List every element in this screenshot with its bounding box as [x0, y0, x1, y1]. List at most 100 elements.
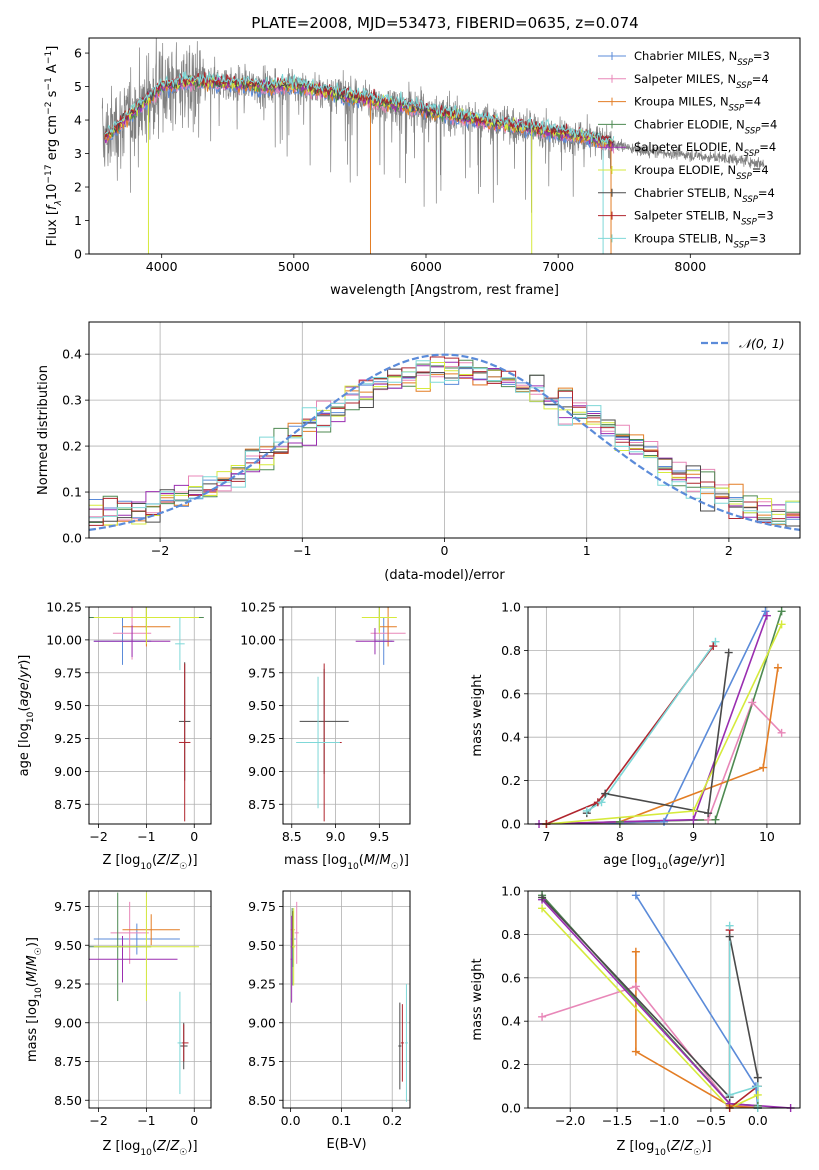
- plot-area-weight-vs-z: [541, 894, 791, 1108]
- x-tick-label: 0: [190, 829, 198, 844]
- y-axis-label: mass weight: [470, 674, 485, 756]
- series-marker: [631, 982, 640, 991]
- axes-frame-age-vs-z: [88, 606, 212, 825]
- x-tick-label: −0.5: [696, 1113, 726, 1128]
- series-marker: [709, 642, 718, 651]
- y-tick-label: 9.00: [54, 764, 82, 779]
- series-marker: [631, 947, 640, 956]
- x-tick-label: 0.0: [281, 1113, 301, 1128]
- ticks-residuals: −2 −1 0 1 2 0.0 0.1 0.2 0.3 0.4: [62, 347, 733, 558]
- x-tick-label: 9.0: [326, 829, 346, 844]
- y-tick-label: 9.00: [248, 764, 276, 779]
- axes-mass-vs-z: [89, 891, 211, 1108]
- legend-label: Kroupa STELIB, NSSP=3: [634, 231, 766, 250]
- y-tick-label: 0.6: [501, 970, 521, 985]
- y-tick-label: 9.25: [54, 977, 82, 992]
- x-tick-label: 4000: [146, 259, 178, 274]
- y-tick-label: 8.50: [248, 1093, 276, 1108]
- axes-spectrum: [101, 38, 765, 254]
- y-tick-label: 9.75: [54, 665, 82, 680]
- y-axis-label: Flux [fλ10−17 erg cm−2 s−1 A−1]: [44, 46, 64, 247]
- legend-label: Kroupa ELODIE, NSSP=4: [634, 163, 769, 182]
- series-line: [546, 667, 779, 824]
- series-marker: [538, 893, 547, 902]
- series-marker: [761, 607, 770, 616]
- legend-label: Chabrier STELIB, NSSP=4: [634, 186, 775, 205]
- plot-area-spectrum: [101, 38, 765, 254]
- series-marker: [777, 620, 786, 629]
- legend-label: Salpeter ELODIE, NSSP=4: [634, 140, 776, 159]
- y-tick-label: 10.25: [46, 600, 82, 615]
- axes-age-vs-mass: [283, 606, 410, 824]
- x-tick-label: 0: [190, 1113, 198, 1128]
- figure-title: PLATE=2008, MJD=53473, FIBERID=0635, z=0…: [251, 14, 638, 32]
- series-marker: [689, 806, 698, 815]
- series-line: [546, 645, 714, 824]
- series-marker: [759, 763, 768, 772]
- y-axis-label: mass weight: [470, 958, 485, 1040]
- y-tick-label: 1.0: [501, 600, 521, 615]
- series-marker: [748, 698, 757, 707]
- axes-mass-vs-ebv: [283, 891, 410, 1108]
- axes-frame-age-vs-mass: [282, 606, 411, 825]
- series-marker: [631, 891, 640, 900]
- y-tick-label: 8.75: [248, 1054, 276, 1069]
- series-marker: [601, 789, 610, 798]
- x-tick-label: −2: [89, 1113, 107, 1128]
- axes-frame-mass-vs-ebv: [282, 890, 411, 1109]
- axes-frame-weight-vs-z: [527, 890, 801, 1109]
- series-marker: [704, 809, 713, 818]
- axes-weight-vs-z: [528, 890, 800, 1109]
- x-axis-label: Z [log10(Z/Z☉)]: [102, 853, 197, 872]
- series-marker: [753, 1090, 762, 1099]
- x-tick-label: 0.0: [748, 1113, 768, 1128]
- x-tick-label: 7: [542, 829, 550, 844]
- ticks-weight-vs-z: −2.0 −1.5 −1.0 −0.5 0.0 0.0 0.2 0.4 0.6 0.8 1.0: [501, 884, 768, 1129]
- series-line: [541, 899, 791, 1108]
- x-tick-label: −2: [89, 829, 107, 844]
- axes-frame-residuals: [88, 321, 801, 539]
- y-tick-label: 9.00: [54, 1015, 82, 1030]
- x-axis-label: age [log10(age/yr)]: [603, 853, 725, 872]
- y-tick-label: 4: [74, 113, 82, 128]
- x-tick-label: 0.2: [382, 1113, 402, 1128]
- y-tick-label: 9.50: [54, 938, 82, 953]
- x-tick-label: −1: [293, 543, 311, 558]
- y-tick-label: 9.75: [54, 899, 82, 914]
- y-tick-label: 0.4: [501, 1014, 521, 1029]
- series-marker: [711, 637, 720, 646]
- series-line: [586, 641, 717, 812]
- y-tick-label: 9.25: [54, 731, 82, 746]
- ticks-mass-vs-ebv: 0.0 0.1 0.2 8.50 8.75 9.00 9.25 9.50 9.75: [248, 899, 402, 1128]
- plot-area-mass-vs-z: [89, 892, 200, 1095]
- series-marker: [538, 904, 547, 913]
- y-tick-label: 0.2: [501, 1057, 521, 1072]
- series-marker: [597, 798, 606, 807]
- series-line: [541, 894, 759, 1108]
- ticks-age-vs-z: −2 −1 0 8.75 9.00 9.25 9.50 9.75 10.00 10.25: [46, 600, 198, 845]
- histogram-step: [89, 356, 800, 526]
- series-marker: [762, 611, 771, 620]
- x-tick-label: 8000: [674, 259, 706, 274]
- x-tick-label: −1.0: [649, 1113, 679, 1128]
- y-tick-label: 9.00: [248, 1015, 276, 1030]
- y-tick-label: 0.0: [62, 531, 82, 546]
- x-axis-label: (data-model)/error: [384, 568, 505, 583]
- series-marker: [773, 663, 782, 672]
- y-tick-label: 9.50: [248, 698, 276, 713]
- y-tick-label: 5: [74, 79, 82, 94]
- y-tick-label: 9.75: [248, 899, 276, 914]
- y-tick-label: 0.1: [62, 485, 82, 500]
- ticks-spectrum: 4000 5000 6000 7000 8000 0 1 2 3 4 5 6: [74, 46, 706, 274]
- residual-legend: 𝒩(0, 1): [701, 336, 785, 351]
- y-axis-label: mass [log10(M/M☉)]: [25, 937, 44, 1062]
- plot-area-mass-vs-ebv: [290, 901, 408, 1102]
- y-tick-label: 0.8: [501, 927, 521, 942]
- x-tick-label: 8.5: [282, 829, 302, 844]
- y-tick-label: 0.6: [501, 686, 521, 701]
- plot-area-residuals: [89, 353, 800, 531]
- x-tick-label: 5000: [278, 259, 310, 274]
- x-tick-label: 0: [441, 543, 449, 558]
- y-tick-label: 0.2: [501, 773, 521, 788]
